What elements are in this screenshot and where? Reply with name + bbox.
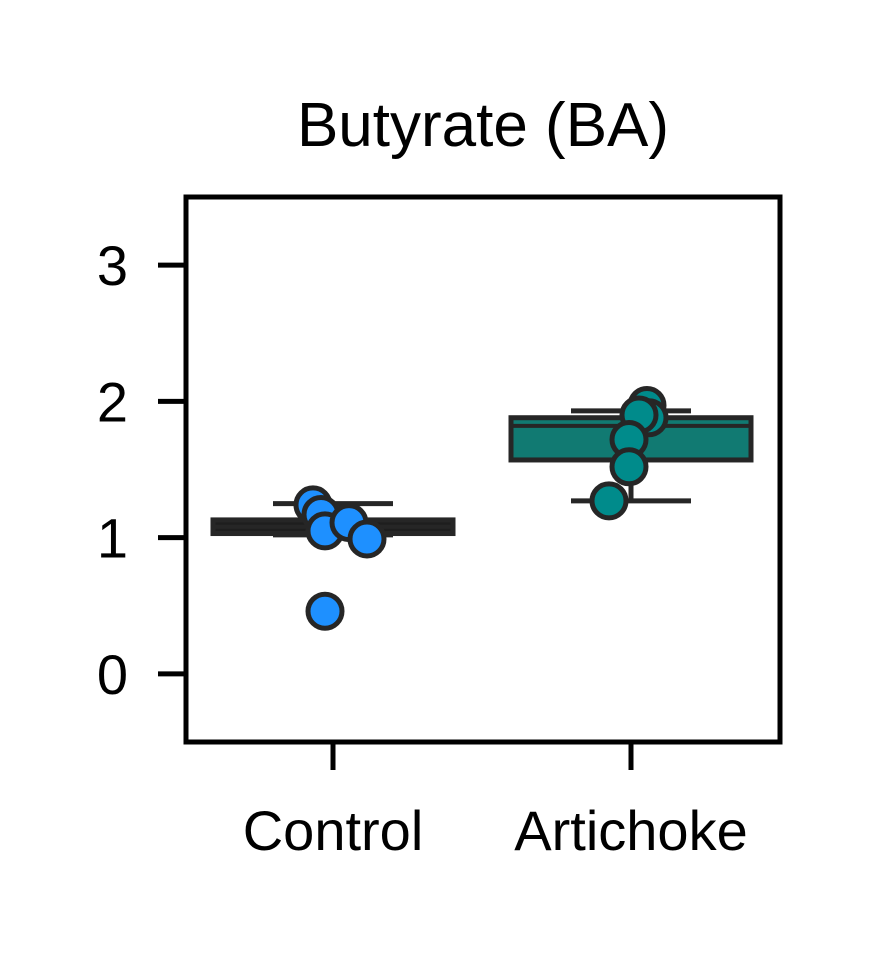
y-axis: 0 1 2 3 [97, 234, 186, 706]
plot-frame [183, 194, 783, 745]
data-point [347, 519, 387, 559]
x-tick-label: Control [243, 799, 424, 862]
y-tick-label: 0 [97, 643, 128, 706]
chart-title: Butyrate (BA) [297, 91, 669, 160]
y-tick-label: 1 [97, 507, 128, 570]
data-point [609, 447, 649, 487]
y-tick-label: 3 [97, 234, 128, 297]
data-point [305, 591, 345, 631]
plot-area [210, 385, 754, 631]
x-tick-label: Artichoke [514, 799, 747, 862]
x-axis: Control Artichoke [243, 742, 748, 862]
y-tick-label: 2 [97, 370, 128, 433]
data-point [589, 481, 629, 521]
